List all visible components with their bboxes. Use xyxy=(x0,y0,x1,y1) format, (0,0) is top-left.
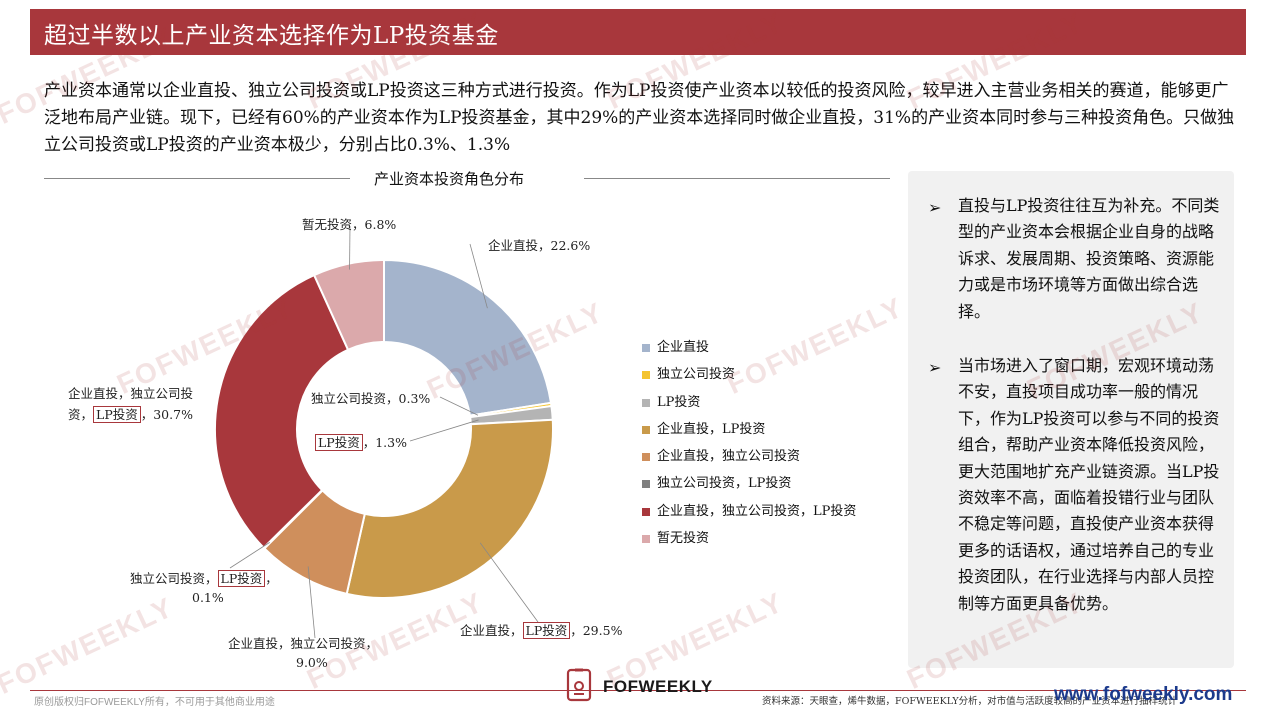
side-point-2: 当市场进入了窗口期，宏观环境动荡不安，直投项目成功率一般的情况下，作为LP投资可… xyxy=(958,356,1220,613)
leader-line xyxy=(439,396,479,416)
legend-swatch xyxy=(642,480,650,489)
website-link[interactable]: www.fofweekly.com xyxy=(1054,684,1233,705)
chart-title: 产业资本投资角色分布 xyxy=(374,170,525,188)
legend-item: 暂无投资 xyxy=(642,529,856,556)
side-panel: ➢ 直投与LP投资往往互为补充。不同类型的产业资本会根据企业自身的战略诉求、发展… xyxy=(908,171,1234,668)
logo-text: FOFWEEKLY xyxy=(603,677,713,696)
legend-item: 企业直投 xyxy=(642,338,856,365)
legend-item: 独立公司投资，LP投资 xyxy=(642,474,856,501)
legend-swatch xyxy=(642,425,650,434)
intro-paragraph: 产业资本通常以企业直投、独立公司投资或LP投资这三种方式进行投资。作为LP投资使… xyxy=(44,81,1235,155)
data-label-duli-lp: 独立公司投资， LP投资， 0.1% xyxy=(130,570,278,605)
copyright-text: 原创版权归FOFWEEKLY所有，不可用于其他商业用途 xyxy=(34,697,275,707)
logo-icon xyxy=(566,668,592,702)
legend-label: 企业直投，LP投资 xyxy=(657,421,766,437)
legend-label: 暂无投资 xyxy=(657,531,710,547)
bullet-arrow-icon: ➢ xyxy=(928,358,942,377)
data-label-duli: 独立公司投资，0.3% xyxy=(311,391,431,406)
chart-legend: 企业直投独立公司投资 LP投资企业直投，LP投资企业直投，独立公司投资 独立公司投资… xyxy=(642,338,856,556)
data-label-qiye-lp: 企业直投， LP投资 ，29.5% xyxy=(460,622,623,639)
legend-swatch xyxy=(642,453,650,462)
legend-label: 独立公司投资，LP投资 xyxy=(657,476,792,492)
data-label-all-three: 企业直投，独立公司投 资， LP投资 ，30.7% xyxy=(68,386,194,423)
legend-swatch xyxy=(642,535,650,544)
leader-line xyxy=(479,542,539,623)
fofweekly-logo: FOFWEEKLY xyxy=(565,668,735,706)
donut-slice xyxy=(312,258,385,352)
title-bar: 超过半数以上产业资本选择作为LP投资基金 xyxy=(30,9,1246,55)
footer-rule xyxy=(30,690,1246,691)
data-label-qiye-duli: 企业直投，独立公司投资， 9.0% xyxy=(228,636,379,670)
side-point-1: 直投与LP投资往往互为补充。不同类型的产业资本会根据企业自身的战略诉求、发展周期… xyxy=(958,196,1220,321)
legend-item: LP投资 xyxy=(642,393,856,420)
donut-slice xyxy=(214,273,350,550)
data-label-qiye: 企业直投，22.6% xyxy=(488,238,591,253)
donut-slice xyxy=(383,258,553,417)
legend-label: 独立公司投资 xyxy=(657,367,736,383)
legend-swatch xyxy=(642,344,650,352)
donut-slice xyxy=(345,418,554,599)
legend-item: 企业直投，独立公司投资 xyxy=(642,447,856,474)
leader-line xyxy=(307,566,316,639)
chart-title-rule-left xyxy=(44,178,350,179)
chart-title-rule-right xyxy=(584,178,890,179)
data-label-lp: LP投资 ，1.3% xyxy=(315,433,407,452)
legend-swatch xyxy=(642,371,650,380)
leader-line xyxy=(409,419,479,442)
legend-label: 企业直投，独立公司投资 xyxy=(657,449,801,465)
data-label-none: 暂无投资，6.8% xyxy=(302,217,397,232)
source-note: 资料来源：天眼查，烯牛数据，FOFWEEKLY分析，对市值与活跃度较高的产业资本… xyxy=(762,696,1178,707)
legend-label: 企业直投，独立公司投资，LP投资 xyxy=(657,503,857,519)
page-title: 超过半数以上产业资本选择作为LP投资基金 xyxy=(44,23,499,49)
leader-lines xyxy=(229,225,539,639)
chart-title-row: 产业资本投资角色分布 xyxy=(44,166,892,192)
legend-swatch xyxy=(642,507,650,516)
donut-slices xyxy=(214,258,554,599)
legend-label: LP投资 xyxy=(657,394,701,410)
legend-item: 独立公司投资 xyxy=(642,365,856,392)
leader-line xyxy=(469,243,488,309)
legend-item: 企业直投，LP投资 xyxy=(642,420,856,447)
bullet-arrow-icon: ➢ xyxy=(928,198,942,217)
legend-swatch xyxy=(642,398,650,407)
legend-label: 企业直投 xyxy=(657,340,710,355)
legend-item: 企业直投，独立公司投资，LP投资 xyxy=(642,502,856,529)
leader-line xyxy=(229,542,270,569)
